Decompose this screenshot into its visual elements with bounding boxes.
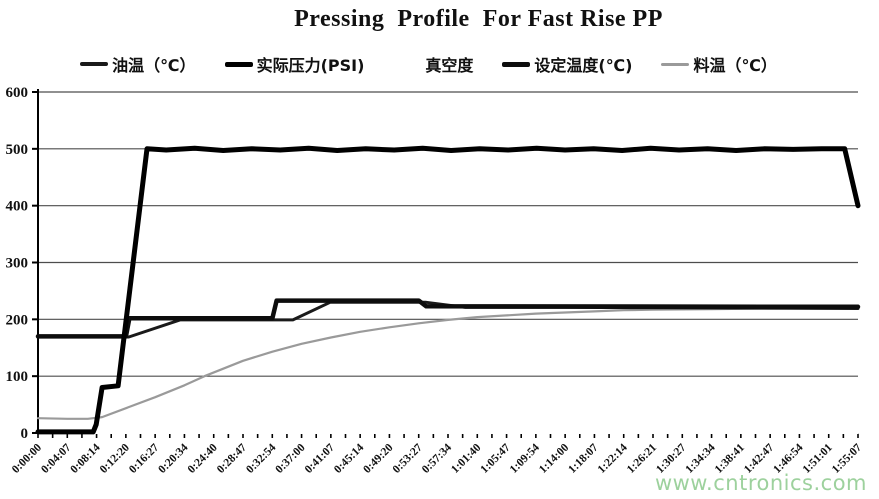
x-tick-label: 0:53:27 <box>391 441 425 475</box>
legend-item-4: 料温（℃） <box>661 52 777 76</box>
x-tick-label: 1:22:14 <box>596 441 630 475</box>
x-tick-label: 1:05:47 <box>478 441 512 475</box>
y-tick-label: 300 <box>6 256 29 272</box>
legend-label: 油温（℃） <box>112 56 196 75</box>
y-tick-label: 100 <box>6 369 29 385</box>
legend-item-0: 油温（℃） <box>80 52 196 76</box>
axes <box>37 89 858 434</box>
x-tick-label: 0:32:54 <box>244 441 278 475</box>
series-line-3 <box>35 298 861 339</box>
y-tick-label: 500 <box>6 142 29 158</box>
series-line-1 <box>35 145 861 435</box>
x-tick-label: 0:49:20 <box>361 441 395 475</box>
x-tick-label: 1:18:07 <box>566 441 600 475</box>
x-tick-label: 1:55:07 <box>830 441 864 475</box>
legend-label: 真空度 <box>425 56 474 75</box>
y-tick-label: 0 <box>21 426 29 442</box>
x-tick-label: 0:12:20 <box>98 441 132 475</box>
chart-title: Pressing Profile For Fast Rise PP <box>294 6 663 32</box>
watermark: www.cntronics.com <box>654 471 867 495</box>
x-tick-label: 0:08:14 <box>68 441 102 475</box>
series-lines <box>35 145 861 435</box>
legend-label: 料温（℃） <box>693 56 777 75</box>
gridlines <box>38 91 858 377</box>
legend-label: 设定温度(℃) <box>534 56 633 75</box>
x-tick-label: 1:42:47 <box>742 441 776 475</box>
x-tick-label: 0:28:47 <box>215 441 249 475</box>
series-line-4 <box>36 306 860 420</box>
x-tick-label: 0:57:34 <box>420 441 454 475</box>
chart-legend: 油温（℃） 实际压力(PSI) 真空度 设定温度(℃) 料温（℃） <box>0 52 879 76</box>
x-tick-label: 1:01:40 <box>449 441 483 475</box>
x-tick-labels: 0:00:000:04:070:08:140:12:200:16:270:20:… <box>10 441 864 475</box>
y-tick-labels: 0 100 200 300 400 500 600 <box>6 85 29 442</box>
x-tick-label: 1:38:41 <box>713 441 747 475</box>
legend-label: 实际压力(PSI) <box>256 56 365 75</box>
legend-line-sample <box>661 62 690 66</box>
x-tick-label: 1:51:01 <box>801 441 835 475</box>
x-tick-label: 0:16:27 <box>127 441 161 475</box>
y-tick-label: 600 <box>6 85 29 101</box>
legend-line-sample <box>393 62 422 66</box>
legend-item-3: 设定温度(℃) <box>502 52 632 76</box>
x-tick-label: 0:45:14 <box>332 441 366 475</box>
x-tick-label: 0:04:07 <box>39 441 73 475</box>
x-tick-label: 1:26:21 <box>625 441 659 475</box>
x-tick-label: 1:34:34 <box>683 441 717 475</box>
x-tick-label: 0:00:00 <box>10 441 44 475</box>
y-tick-label: 400 <box>6 199 29 215</box>
x-tick-label: 0:24:40 <box>186 441 220 475</box>
x-tick-label: 1:09:54 <box>508 441 542 475</box>
x-tick-label: 1:14:00 <box>537 441 571 475</box>
legend-item-2: 真空度 <box>393 52 473 76</box>
x-tick-label: 0:37:00 <box>273 441 307 475</box>
x-tick-label: 0:41:07 <box>303 441 337 475</box>
x-tick-label: 0:20:34 <box>156 441 190 475</box>
legend-item-1: 实际压力(PSI) <box>224 52 365 76</box>
legend-line-sample <box>80 62 109 66</box>
legend-line-sample <box>502 61 531 67</box>
axis-ticks <box>32 91 859 438</box>
y-tick-label: 200 <box>6 312 29 328</box>
legend-line-sample <box>224 61 253 67</box>
x-tick-label: 1:46:54 <box>771 441 805 475</box>
x-tick-label: 1:30:27 <box>654 441 688 475</box>
